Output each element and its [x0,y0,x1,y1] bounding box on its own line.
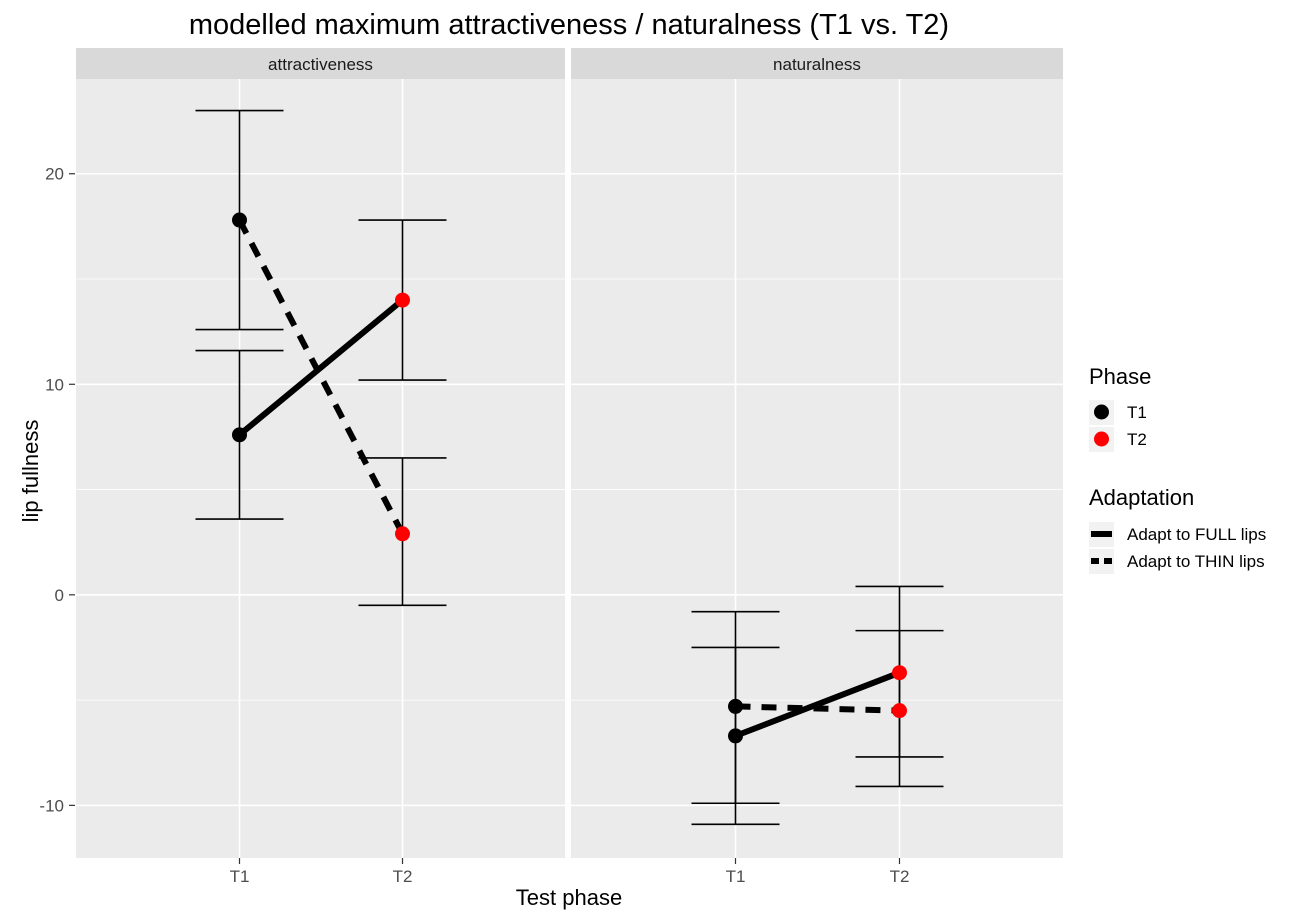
data-point-t1 [232,212,247,228]
legend-phase-label: T2 [1127,430,1147,449]
y-tick-label: 20 [45,165,64,184]
x-axis-title: Test phase [516,885,622,910]
y-tick-label: 0 [55,586,64,605]
legend-phase-marker [1094,431,1109,447]
x-tick-label: T1 [230,867,250,886]
data-point-t1 [232,427,247,443]
legend-adaptation-label: Adapt to THIN lips [1127,552,1265,571]
data-point-t2 [892,703,907,719]
data-point-t1 [728,728,743,744]
y-axis-title: lip fullness [18,420,43,523]
data-point-t2 [395,292,410,308]
panel-background [571,79,1063,858]
legend-phase-label: T1 [1127,403,1147,422]
data-point-t2 [892,665,907,681]
facet-strip-label: naturalness [773,55,861,74]
facet-strip [571,48,1063,79]
series-line-thin-lips [735,703,900,714]
facet-strip-label: attractiveness [268,55,373,74]
facet-strip [76,48,565,79]
legend-adaptation-label: Adapt to FULL lips [1127,525,1266,544]
x-tick-label: T1 [726,867,746,886]
data-point-t1 [728,698,743,714]
x-tick-label: T2 [393,867,413,886]
facet-panels: -10 0 10 20 attractiveness T1 T2 naturalness T1 T… [39,48,1063,886]
x-tick-label: T2 [890,867,910,886]
legend-phase-title: Phase [1089,364,1151,389]
data-point-t2 [395,526,410,542]
series-line-full-lips [237,297,405,438]
series-line-full-lips [734,669,901,739]
series-line-thin-lips [236,218,406,536]
y-tick-label: -10 [39,796,64,815]
legend-adaptation-title: Adaptation [1089,485,1194,510]
panel-background [76,79,565,858]
chart-title: modelled maximum attractiveness / natura… [189,9,949,41]
legend: Phase Adaptation T1 T2 Adapt to FULL lips A… [1089,364,1266,574]
legend-phase-marker [1094,404,1109,420]
y-tick-label: 10 [45,375,64,394]
